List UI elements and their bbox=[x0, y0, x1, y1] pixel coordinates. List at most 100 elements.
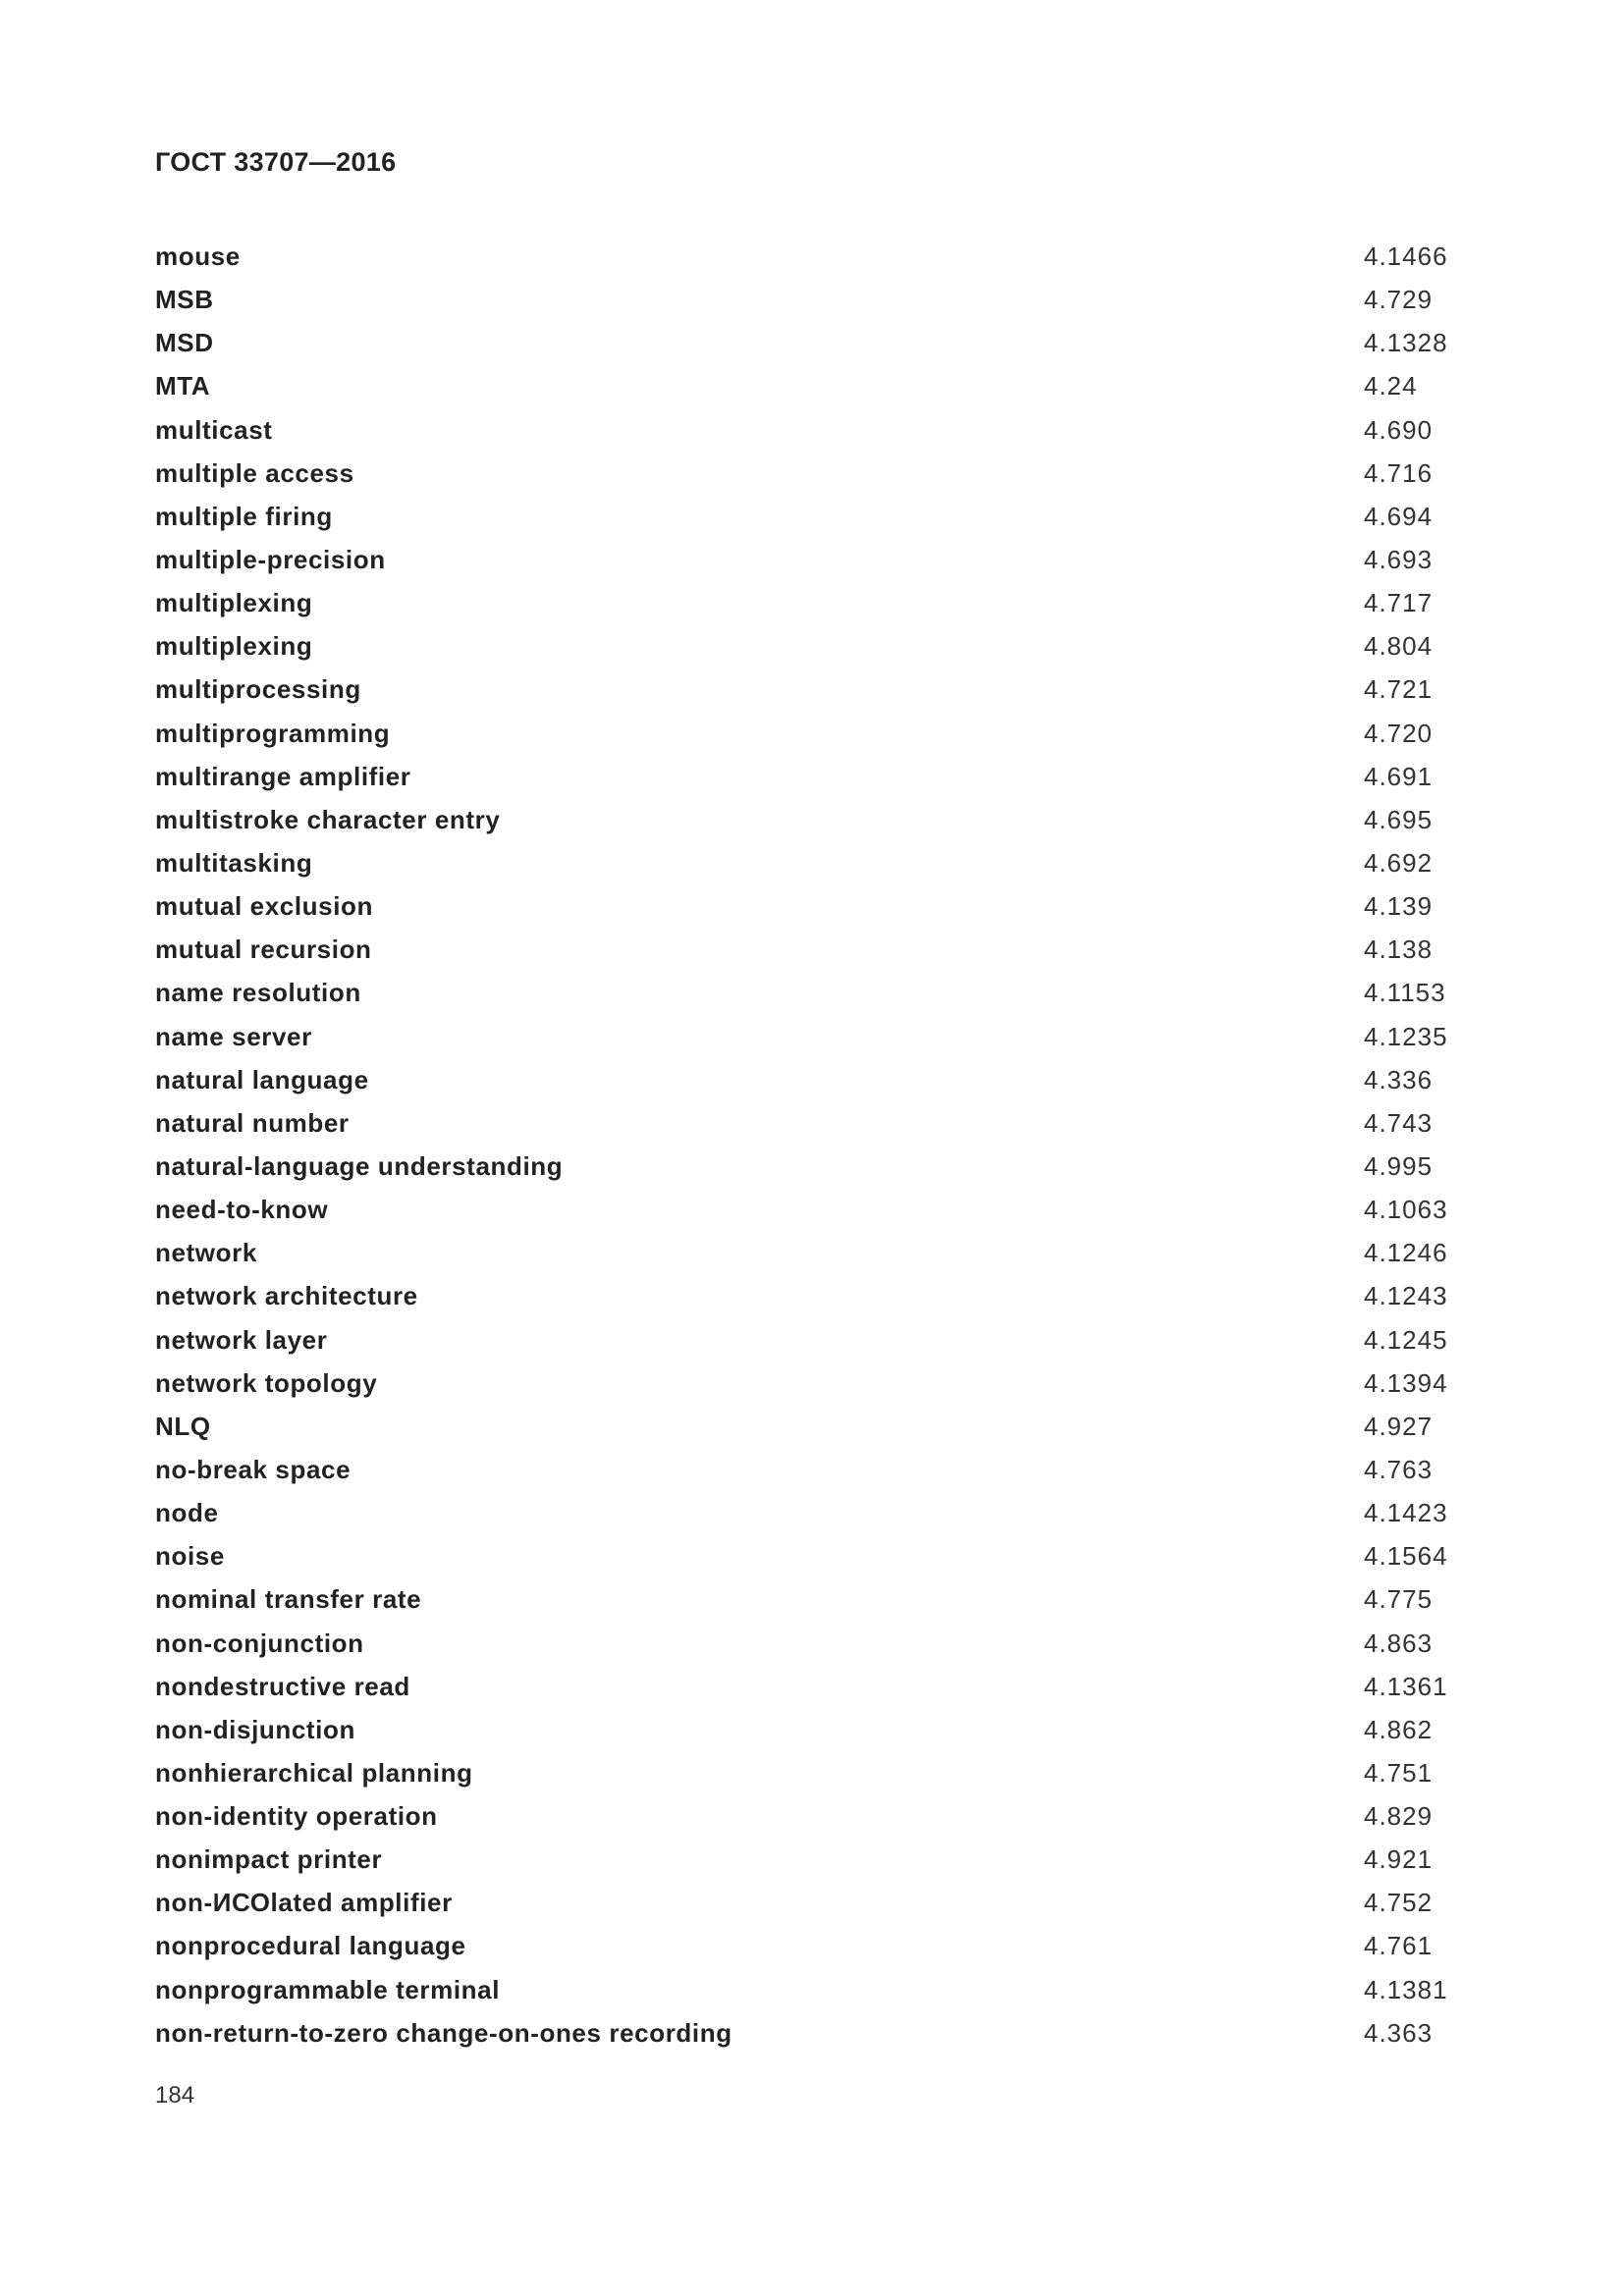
entry-reference: 4.761 bbox=[1364, 1931, 1434, 1961]
entry-reference: 4.691 bbox=[1364, 761, 1434, 791]
index-entry: multirange amplifier 4.691 bbox=[155, 755, 1471, 798]
entry-reference: 4.721 bbox=[1364, 674, 1434, 705]
document-header: ГОСТ 33707—2016 bbox=[155, 147, 397, 177]
entry-reference: 4.1153 bbox=[1364, 978, 1446, 1008]
entry-term: name server bbox=[155, 1021, 312, 1051]
entry-term: mouse bbox=[155, 241, 241, 271]
index-entry: noise 4.1564 bbox=[155, 1534, 1471, 1577]
index-entry: MTA 4.24 bbox=[155, 364, 1471, 407]
entry-term: nonprocedural language bbox=[155, 1931, 466, 1961]
entry-reference: 4.690 bbox=[1364, 414, 1434, 445]
index-entry: non-identity operation 4.829 bbox=[155, 1794, 1471, 1838]
entry-reference: 4.139 bbox=[1364, 891, 1434, 922]
entry-reference: 4.717 bbox=[1364, 588, 1434, 618]
index-entry: nonimpact printer 4.921 bbox=[155, 1838, 1471, 1881]
entry-reference: 4.695 bbox=[1364, 804, 1434, 834]
entry-term: nonimpact printer bbox=[155, 1844, 383, 1875]
entry-term: MSD bbox=[155, 328, 214, 358]
index-entry: need-to-know 4.1063 bbox=[155, 1188, 1471, 1231]
entry-term: multiple firing bbox=[155, 501, 333, 531]
entry-reference: 4.995 bbox=[1364, 1150, 1434, 1181]
entry-reference: 4.24 bbox=[1364, 371, 1418, 401]
entry-term: multiple access bbox=[155, 457, 354, 488]
index-entry: network topology 4.1394 bbox=[155, 1362, 1471, 1405]
entry-term: name resolution bbox=[155, 978, 361, 1008]
entry-term: multiprogramming bbox=[155, 718, 391, 748]
index-entry: name server 4.1235 bbox=[155, 1015, 1471, 1058]
entry-term: node bbox=[155, 1498, 219, 1528]
index-entry: mutual exclusion 4.139 bbox=[155, 884, 1471, 928]
index-entry: non-return-to-zero change-on-ones record… bbox=[155, 2011, 1471, 2055]
index-entry: name resolution 4.1153 bbox=[155, 971, 1471, 1014]
index-entry: no-break space 4.763 bbox=[155, 1448, 1471, 1491]
entry-term: non-conjunction bbox=[155, 1628, 364, 1658]
entry-reference: 4.729 bbox=[1364, 285, 1434, 315]
index-entry: multiple-precision 4.693 bbox=[155, 538, 1471, 581]
index-entry: non-ИСОlated amplifier 4.752 bbox=[155, 1881, 1471, 1924]
entry-reference: 4.1243 bbox=[1364, 1281, 1448, 1311]
entry-term: nonhierarchical planning bbox=[155, 1757, 473, 1788]
entry-reference: 4.1245 bbox=[1364, 1324, 1448, 1355]
index-entry: non-disjunction 4.862 bbox=[155, 1708, 1471, 1751]
entry-reference: 4.336 bbox=[1364, 1064, 1434, 1095]
entry-reference: 4.763 bbox=[1364, 1454, 1434, 1484]
index-entry: mouse 4.1466 bbox=[155, 235, 1471, 278]
page-number: 184 bbox=[155, 2082, 195, 2109]
index-entry: natural number 4.743 bbox=[155, 1101, 1471, 1145]
entry-reference: 4.775 bbox=[1364, 1584, 1434, 1615]
entry-reference: 4.720 bbox=[1364, 718, 1434, 748]
entry-term: multirange amplifier bbox=[155, 761, 411, 791]
entry-term: mutual exclusion bbox=[155, 891, 373, 922]
entry-term: multistroke character entry bbox=[155, 804, 501, 834]
entry-term: natural-language understanding bbox=[155, 1150, 564, 1181]
index-entry: mutual recursion 4.138 bbox=[155, 928, 1471, 971]
entry-term: multitasking bbox=[155, 847, 313, 878]
entry-reference: 4.829 bbox=[1364, 1801, 1434, 1832]
entry-term: natural number bbox=[155, 1107, 350, 1138]
entry-term: network topology bbox=[155, 1367, 378, 1398]
index-entry: non-conjunction 4.863 bbox=[155, 1622, 1471, 1665]
index-entry: nominal transfer rate 4.775 bbox=[155, 1577, 1471, 1621]
entry-term: multiple-precision bbox=[155, 544, 386, 574]
index-entry: multiplexing 4.804 bbox=[155, 624, 1471, 667]
entry-term: non-return-to-zero change-on-ones record… bbox=[155, 2017, 732, 2048]
entry-term: no-break space bbox=[155, 1454, 352, 1484]
index-entry: multistroke character entry 4.695 bbox=[155, 798, 1471, 841]
index-entry: multiprocessing 4.721 bbox=[155, 667, 1471, 711]
entry-reference: 4.1423 bbox=[1364, 1498, 1448, 1528]
entry-reference: 4.1394 bbox=[1364, 1367, 1448, 1398]
entry-term: non-identity operation bbox=[155, 1801, 438, 1832]
entry-term: network layer bbox=[155, 1324, 328, 1355]
index-entry: nondestructive read 4.1361 bbox=[155, 1665, 1471, 1708]
entry-term: MSB bbox=[155, 285, 214, 315]
index-entry: nonhierarchical planning 4.751 bbox=[155, 1751, 1471, 1794]
entry-reference: 4.743 bbox=[1364, 1107, 1434, 1138]
index-entry: multiplexing 4.717 bbox=[155, 581, 1471, 624]
entry-term: NLQ bbox=[155, 1411, 211, 1441]
entry-reference: 4.862 bbox=[1364, 1714, 1434, 1744]
entry-reference: 4.1466 bbox=[1364, 241, 1448, 271]
entry-term: network architecture bbox=[155, 1281, 418, 1311]
index-entry: multicast 4.690 bbox=[155, 408, 1471, 452]
entry-term: multiprocessing bbox=[155, 674, 361, 705]
entry-reference: 4.863 bbox=[1364, 1628, 1434, 1658]
entry-term: network bbox=[155, 1238, 257, 1268]
index-entry: node 4.1423 bbox=[155, 1491, 1471, 1534]
index-entry: network architecture 4.1243 bbox=[155, 1274, 1471, 1317]
index-entry: multiple access 4.716 bbox=[155, 452, 1471, 495]
index-list: mouse 4.1466 MSB 4.729 MSD 4.1328 MTA 4.24 multi… bbox=[155, 235, 1471, 2055]
index-entry: multiprogramming 4.720 bbox=[155, 712, 1471, 755]
entry-reference: 4.363 bbox=[1364, 2017, 1434, 2048]
index-entry: network 4.1246 bbox=[155, 1231, 1471, 1274]
index-entry: multitasking 4.692 bbox=[155, 841, 1471, 884]
entry-reference: 4.693 bbox=[1364, 544, 1434, 574]
entry-reference: 4.1235 bbox=[1364, 1021, 1448, 1051]
index-entry: MSB 4.729 bbox=[155, 278, 1471, 321]
entry-term: mutual recursion bbox=[155, 934, 372, 965]
entry-term: noise bbox=[155, 1541, 225, 1572]
entry-reference: 4.694 bbox=[1364, 501, 1434, 531]
entry-term: non-disjunction bbox=[155, 1714, 355, 1744]
entry-reference: 4.1361 bbox=[1364, 1671, 1448, 1701]
entry-reference: 4.921 bbox=[1364, 1844, 1434, 1875]
entry-reference: 4.138 bbox=[1364, 934, 1434, 965]
